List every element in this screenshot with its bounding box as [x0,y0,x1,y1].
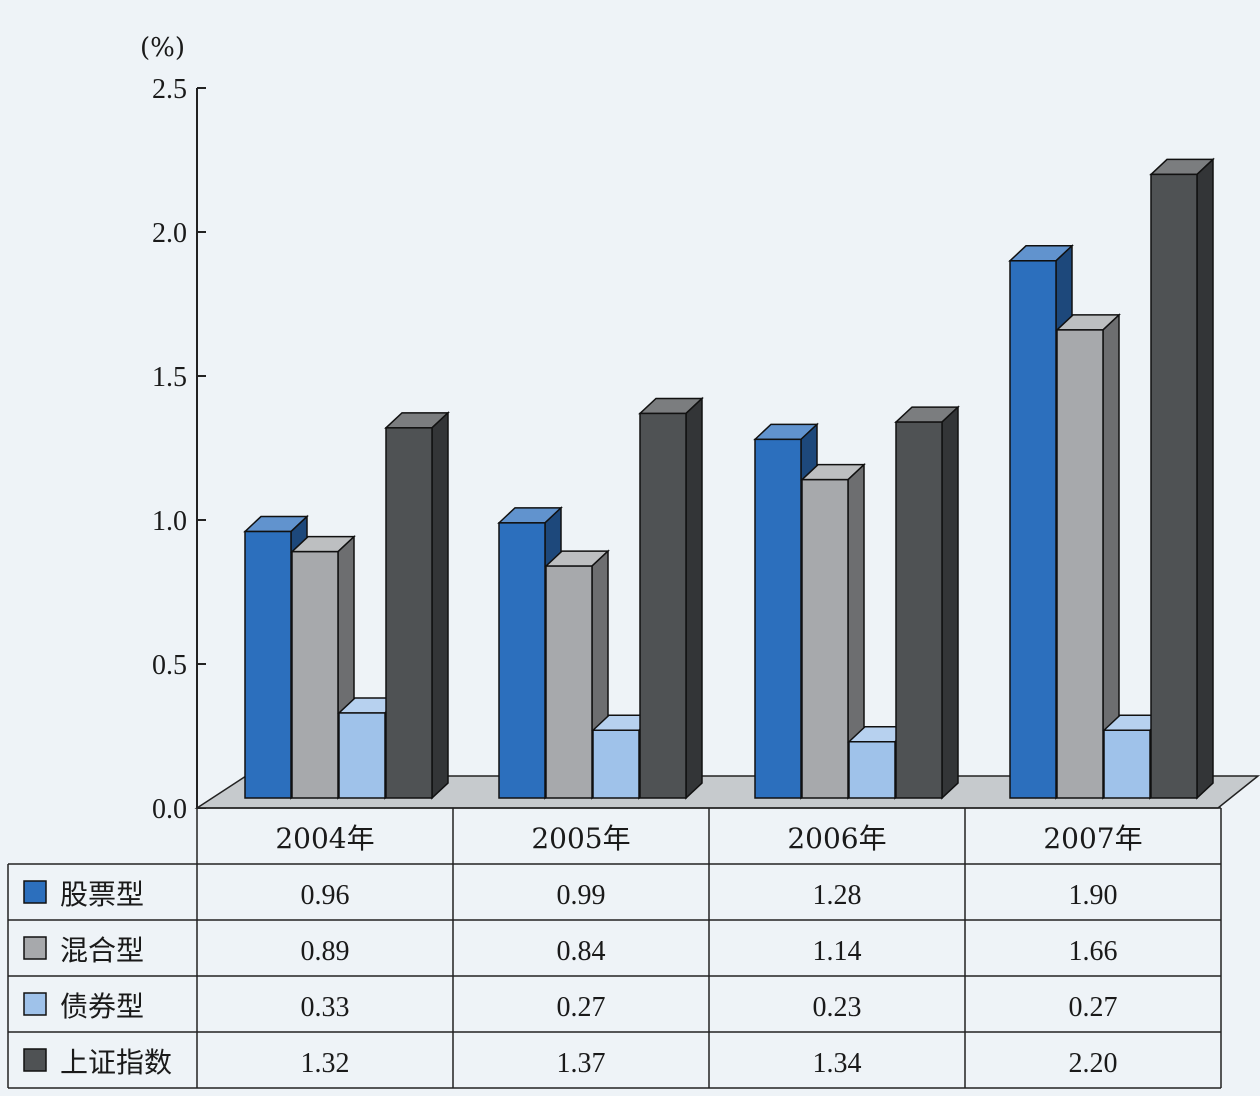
table-cell-value: 1.34 [813,1048,862,1079]
table-cell-value: 2.20 [1069,1048,1118,1079]
legend-label: 债券型 [60,990,144,1023]
table-cell-value: 0.89 [301,936,350,967]
table-cell-value: 0.27 [557,992,606,1023]
y-tick-label: 0.5 [152,650,187,681]
table-cell-value: 0.33 [301,992,350,1023]
legend-label: 混合型 [60,934,144,967]
legend-swatch [23,992,47,1016]
table-cell-value: 1.14 [813,936,862,967]
table-cell-value: 1.32 [301,1048,350,1079]
table-cell-value: 1.37 [557,1048,606,1079]
table-cell-value: 0.96 [301,880,350,911]
legend-label: 上证指数 [60,1046,172,1079]
y-tick-label: 2.0 [152,218,187,249]
table-cell-value: 1.90 [1069,880,1118,911]
table-cell-value: 0.99 [557,880,606,911]
bar [1149,157,1215,800]
bar [384,411,450,800]
category-label: 2005年 [531,822,630,855]
category-label: 2004年 [275,822,374,855]
legend-swatch [23,880,47,904]
table-cell-value: 0.23 [813,992,862,1023]
table-cell-value: 0.84 [557,936,606,967]
table-cell-value: 1.28 [813,880,862,911]
y-tick-label: 1.5 [152,362,187,393]
bar [800,462,866,800]
y-axis: 0.0 0.5 1.0 1.5 2.0 2.5 [152,74,206,825]
bar [894,405,960,800]
y-unit-label: (%) [140,33,185,63]
y-tick-label: 0.0 [152,794,187,825]
legend-swatch [23,936,47,960]
category-label: 2006年 [787,822,886,855]
bars [243,157,1215,800]
y-tick-label: 2.5 [152,74,187,105]
legend-swatch [23,1048,47,1072]
table-cell-value: 0.27 [1069,992,1118,1023]
bar [638,396,704,800]
category-label: 2007年 [1043,822,1142,855]
table-cell-value: 1.66 [1069,936,1118,967]
y-tick-label: 1.0 [152,506,187,537]
legend-label: 股票型 [60,878,144,911]
